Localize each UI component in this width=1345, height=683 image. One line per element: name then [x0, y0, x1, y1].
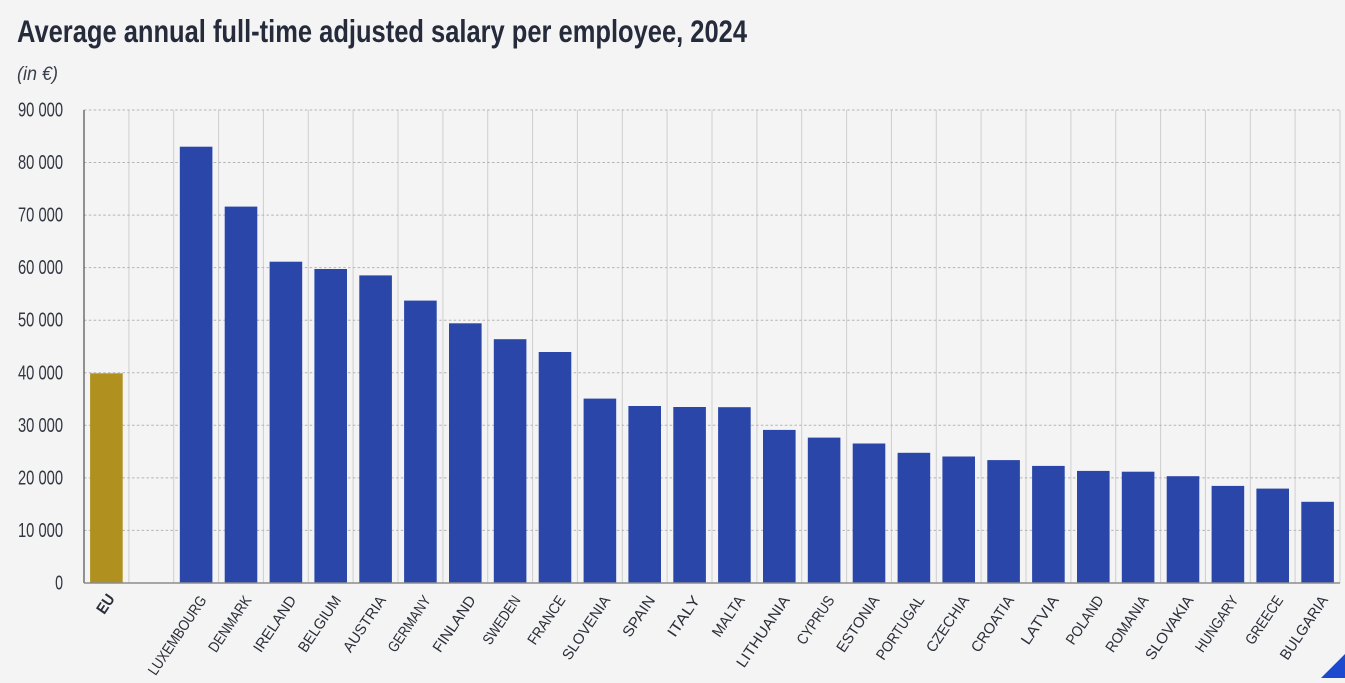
svg-text:10 000: 10 000 — [18, 520, 63, 542]
svg-text:0: 0 — [55, 573, 63, 595]
svg-text:30 000: 30 000 — [18, 415, 63, 437]
svg-text:60 000: 60 000 — [18, 257, 63, 279]
svg-text:80 000: 80 000 — [18, 152, 63, 174]
svg-text:Average annual full-time adjus: Average annual full-time adjusted salary… — [17, 13, 747, 49]
svg-text:20 000: 20 000 — [18, 467, 63, 489]
svg-text:50 000: 50 000 — [18, 310, 63, 332]
svg-text:70 000: 70 000 — [18, 205, 63, 227]
svg-text:40 000: 40 000 — [18, 362, 63, 384]
svg-text:90 000: 90 000 — [18, 100, 63, 122]
svg-text:(in €): (in €) — [17, 64, 58, 85]
